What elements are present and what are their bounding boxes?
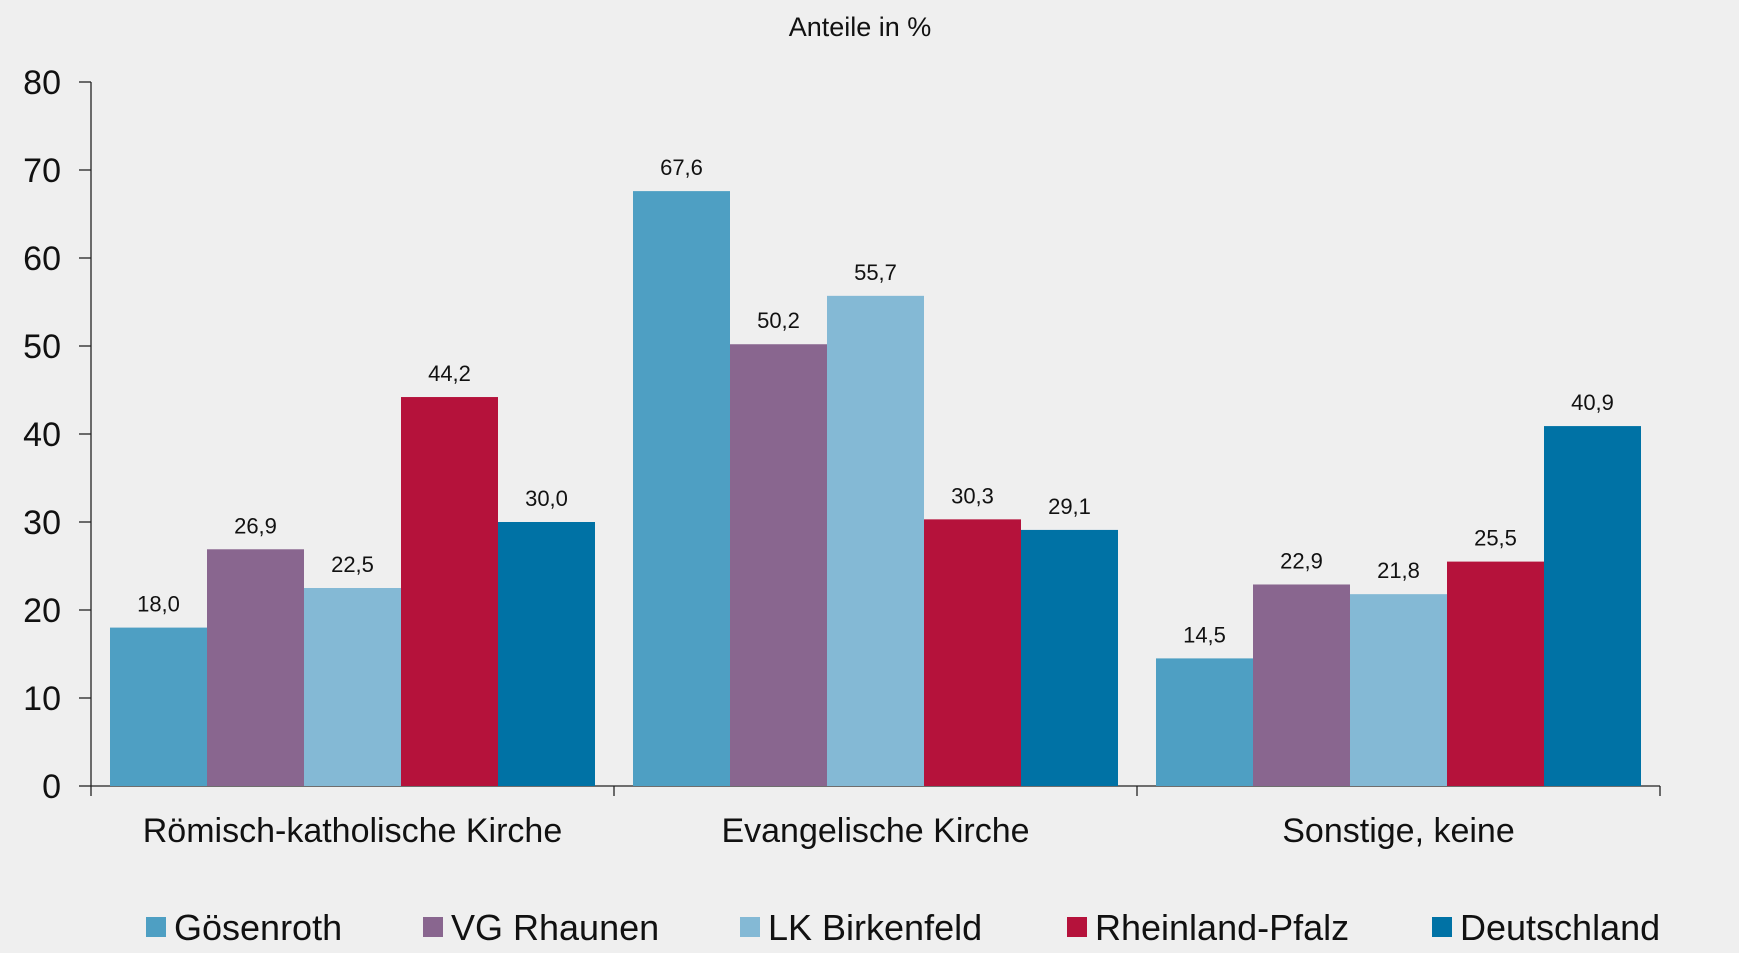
data-labels: 18,0 67,6 14,5 26,9 50,2 22,9 22,5 55,7 21,8 44,2… — [137, 155, 1614, 647]
data-label: 26,9 — [234, 513, 277, 538]
bar — [304, 588, 401, 786]
data-label: 22,9 — [1280, 548, 1323, 573]
data-label: 14,5 — [1183, 622, 1226, 647]
y-tick-label: 60 — [23, 240, 61, 278]
y-axis: 0 10 20 30 40 50 60 70 80 — [23, 64, 92, 806]
data-label: 29,1 — [1048, 494, 1091, 519]
legend-label: VG Rhaunen — [451, 907, 659, 948]
data-label: 55,7 — [854, 260, 897, 285]
y-tick-label: 80 — [23, 64, 61, 102]
bar — [1021, 529, 1118, 786]
legend-swatch — [1067, 917, 1087, 937]
y-tick-label: 10 — [23, 680, 61, 718]
legend-label: Gösenroth — [174, 907, 342, 948]
data-label: 22,5 — [331, 552, 374, 577]
legend-swatch — [740, 917, 760, 937]
y-tick-label: 0 — [42, 768, 61, 806]
data-label: 18,0 — [137, 592, 180, 617]
legend-swatch — [423, 917, 443, 937]
legend-swatch — [1432, 917, 1452, 937]
legend-label: Deutschland — [1460, 907, 1660, 948]
y-tick-label: 20 — [23, 592, 61, 630]
y-tick-label: 40 — [23, 416, 61, 454]
bar — [1253, 584, 1350, 786]
bar — [207, 549, 304, 786]
x-category-label: Sonstige, keine — [1282, 812, 1515, 850]
x-axis: Römisch-katholische Kirche Evangelische K… — [90, 785, 1661, 850]
bar — [633, 191, 730, 786]
data-label: 30,3 — [951, 483, 994, 508]
bar — [924, 519, 1021, 786]
bar — [498, 522, 595, 786]
bar — [401, 397, 498, 786]
bars — [110, 191, 1641, 786]
x-category-label: Römisch-katholische Kirche — [143, 812, 563, 850]
legend-label: LK Birkenfeld — [768, 907, 982, 948]
x-category-label: Evangelische Kirche — [721, 812, 1029, 850]
y-tick-label: 30 — [23, 504, 61, 542]
data-label: 50,2 — [757, 308, 800, 333]
bar — [1544, 426, 1641, 786]
bar — [1350, 594, 1447, 786]
y-tick-label: 50 — [23, 328, 61, 366]
bar — [1447, 561, 1544, 786]
bar — [827, 295, 924, 786]
y-tick-label: 70 — [23, 152, 61, 190]
data-label: 44,2 — [428, 361, 471, 386]
data-label: 21,8 — [1377, 558, 1420, 583]
chart-title: Anteile in % — [789, 12, 932, 42]
bar — [730, 344, 827, 786]
bar — [1156, 658, 1253, 786]
data-label: 67,6 — [660, 155, 703, 180]
data-label: 30,0 — [525, 486, 568, 511]
bar — [110, 627, 207, 786]
data-label: 25,5 — [1474, 526, 1517, 551]
data-label: 40,9 — [1571, 390, 1614, 415]
legend-label: Rheinland-Pfalz — [1095, 907, 1349, 948]
legend-swatch — [146, 917, 166, 937]
legend: Gösenroth VG Rhaunen LK Birkenfeld Rheinlan… — [146, 907, 1660, 948]
